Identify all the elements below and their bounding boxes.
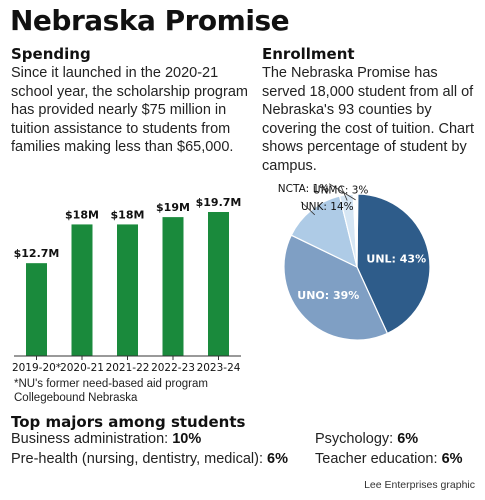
enrollment-description: The Nebraska Promise has served 18,000 s… xyxy=(262,65,474,174)
major-name: Business administration: xyxy=(11,431,173,447)
pie-slice-label: UNL: 43% xyxy=(366,253,426,266)
bar-value-label: $18M xyxy=(111,208,145,221)
bar-value-label: $19M xyxy=(156,201,190,214)
footnote: *NU's former need-based aid program Coll… xyxy=(14,378,208,404)
spending-description: Since it launched in the 2020-21 school … xyxy=(11,65,248,155)
majors-heading: Top majors among students xyxy=(11,413,246,431)
pie-slice xyxy=(283,234,389,341)
spending-bar-chart: $12.7M 2019-20* $18M 2020-21 $18M 2021-22 $19M… xyxy=(12,196,241,374)
pie-leader-line xyxy=(300,201,316,216)
bar xyxy=(26,263,47,356)
major-percent: 6% xyxy=(267,451,288,467)
bar-value-label: $12.7M xyxy=(14,247,60,260)
x-tick-label: 2020-21 xyxy=(60,362,104,374)
major-name: Pre-health (nursing, dentistry, medical)… xyxy=(11,451,268,467)
credit-line: Lee Enterprises graphic xyxy=(364,479,475,491)
major-name: Teacher education: xyxy=(315,451,442,467)
page-title: Nebraska Promise xyxy=(10,4,290,37)
bar-value-label: $18M xyxy=(65,208,99,221)
spending-heading: Spending xyxy=(11,45,91,63)
major-percent: 10% xyxy=(172,431,202,447)
bar xyxy=(71,224,93,356)
bar xyxy=(117,224,138,356)
bar xyxy=(208,212,229,356)
pie-slice-label: UNO: 39% xyxy=(297,289,359,302)
x-tick-label: 2023-24 xyxy=(197,362,241,374)
x-tick-label: 2022-23 xyxy=(151,362,195,374)
major-item: Pre-health (nursing, dentistry, medical)… xyxy=(11,451,288,467)
enrollment-pie-chart: UNL: 43%UNO: 39%UNK: 14%UNMC: 3%NCTA: 1% xyxy=(278,183,431,341)
enrollment-heading: Enrollment xyxy=(262,45,355,63)
pie-slice xyxy=(352,193,359,268)
pie-leader-line xyxy=(328,183,356,201)
pie-slice xyxy=(290,195,358,269)
major-item: Psychology: 6% xyxy=(315,431,418,447)
pie-slice-label: NCTA: 1% xyxy=(278,183,329,195)
x-tick-label: 2021-22 xyxy=(106,362,150,374)
pie-slice-label: UNK: 14% xyxy=(301,201,354,213)
major-percent: 6% xyxy=(397,431,419,447)
major-item: Business administration: 10% xyxy=(11,431,201,447)
bar xyxy=(162,217,184,356)
pie-slice xyxy=(356,193,431,335)
major-name: Psychology: xyxy=(315,431,398,447)
major-item: Teacher education: 6% xyxy=(315,451,463,467)
x-tick-label: 2019-20* xyxy=(12,362,61,374)
bar-value-label: $19.7M xyxy=(196,196,242,209)
major-percent: 6% xyxy=(441,451,463,467)
